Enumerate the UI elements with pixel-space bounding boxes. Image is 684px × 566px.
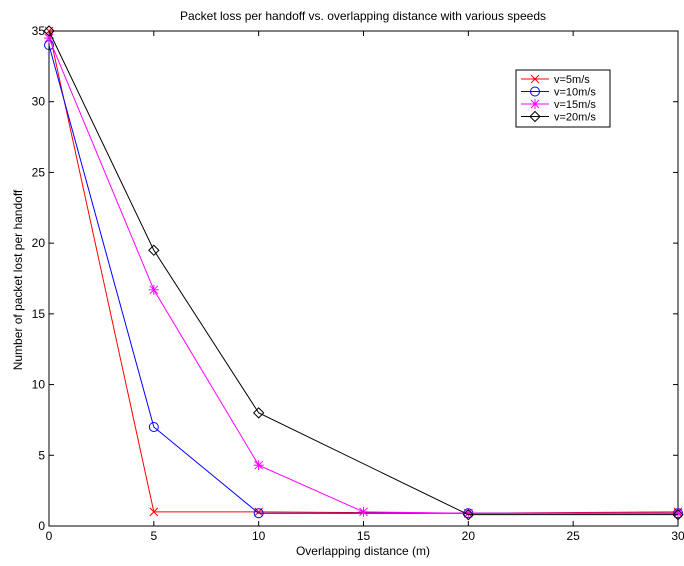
chart-title: Packet loss per handoff vs. overlapping … — [180, 9, 546, 23]
data-point-2-2 — [253, 460, 264, 471]
y-tick-label: 10 — [32, 378, 46, 392]
y-axis: 0 5 10 15 20 25 30 35 — [32, 24, 678, 533]
legend-marker-0 — [530, 74, 540, 84]
legend-item-2: v=15m/s — [521, 99, 596, 111]
legend-label: v=5m/s — [554, 74, 590, 86]
y-tick-label: 35 — [32, 24, 46, 38]
legend-marker-2 — [530, 99, 540, 109]
data-point-3-1 — [148, 244, 160, 256]
x-tick-label: 15 — [357, 529, 371, 543]
y-tick-label: 0 — [38, 519, 45, 533]
series-line-2 — [48, 37, 678, 514]
series-line-3 — [48, 30, 678, 516]
x-axis: 0 5 10 15 20 25 30 — [46, 31, 684, 543]
legend-item-3: v=20m/s — [521, 110, 596, 124]
y-tick-label: 5 — [38, 448, 45, 462]
x-tick-label: 10 — [252, 529, 266, 543]
x-tick-label: 25 — [566, 529, 580, 543]
legend: v=5m/sv=10m/sv=15m/sv=20m/s — [515, 69, 611, 128]
data-point-2-3 — [358, 506, 369, 517]
data-point-3-4 — [672, 508, 684, 521]
series-layer — [43, 25, 684, 521]
data-point-1-2 — [253, 508, 264, 519]
data-point-0-1 — [149, 507, 159, 517]
legend-label: v=15m/s — [554, 99, 596, 111]
y-tick-label: 30 — [32, 95, 46, 109]
series-3 — [43, 25, 684, 521]
x-tick-label: 30 — [671, 529, 684, 543]
legend-marker-3 — [529, 110, 541, 123]
legend-item-0: v=5m/s — [521, 74, 590, 86]
data-point-3-3 — [462, 508, 475, 521]
legend-label: v=10m/s — [554, 87, 596, 99]
x-tick-label: 20 — [462, 529, 476, 543]
x-tick-label: 0 — [46, 529, 53, 543]
data-point-3-0 — [43, 25, 55, 37]
legend-marker-1 — [530, 86, 540, 97]
series-2 — [44, 33, 683, 519]
x-tick-label: 5 — [150, 529, 157, 543]
x-axis-label: Overlapping distance (m) — [296, 544, 430, 558]
legend-item-1: v=10m/s — [521, 86, 596, 99]
y-tick-label: 15 — [32, 307, 46, 321]
data-point-1-1 — [148, 422, 159, 432]
y-tick-label: 20 — [32, 236, 46, 250]
data-point-3-2 — [252, 407, 265, 419]
data-point-2-1 — [148, 284, 159, 295]
y-tick-label: 25 — [32, 165, 46, 179]
legend-label: v=20m/s — [554, 112, 596, 124]
y-axis-label: Number of packet lost per handoff — [11, 189, 25, 370]
